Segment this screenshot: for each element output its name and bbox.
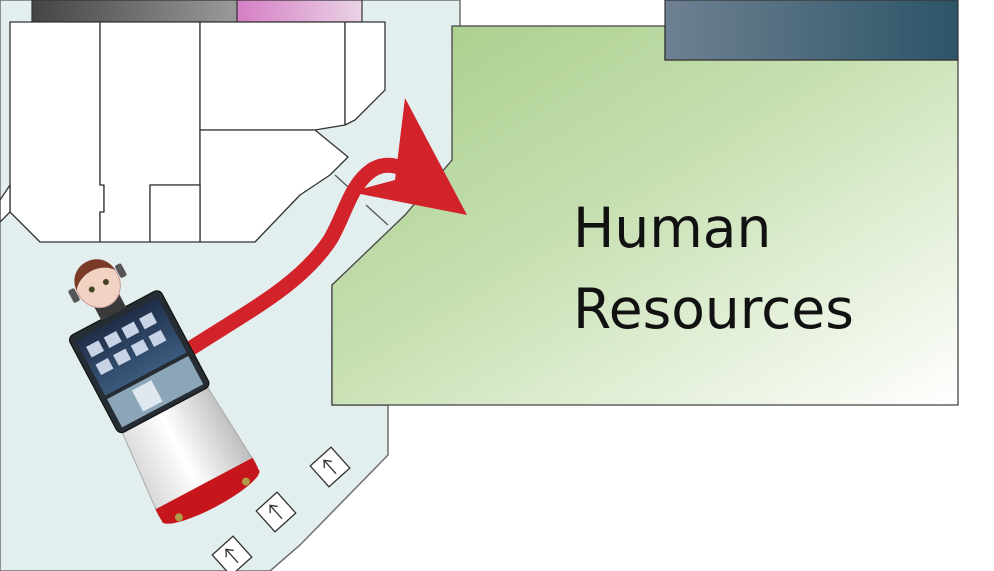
room-label: Resources: [573, 277, 854, 341]
room-label: Human: [573, 196, 771, 260]
robot-icon: [68, 259, 260, 524]
pink-room: [236, 0, 363, 23]
gray-room: [31, 0, 238, 23]
escalator-arrow-icon: [255, 491, 297, 533]
route-arrow: [177, 98, 467, 360]
dark-room: [664, 0, 959, 61]
door-mark: [365, 204, 389, 226]
store-block: [0, 21, 386, 243]
escalator-arrow-icon: [309, 446, 351, 488]
escalator-arrow-icon: [211, 535, 253, 571]
